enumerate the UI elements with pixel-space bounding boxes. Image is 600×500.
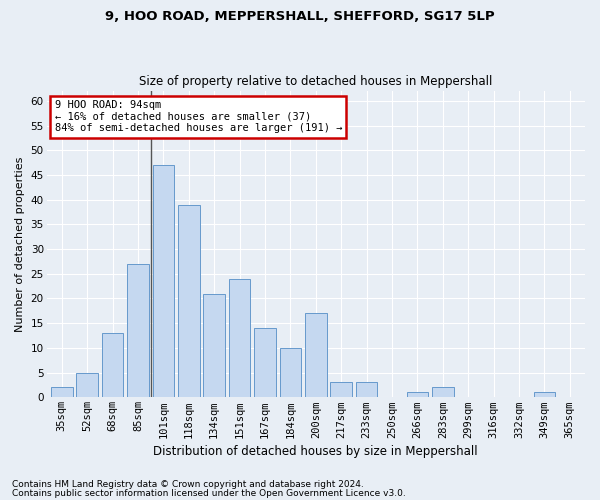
Y-axis label: Number of detached properties: Number of detached properties (15, 156, 25, 332)
Bar (203, 294, 225, 398)
Title: Size of property relative to detached houses in Meppershall: Size of property relative to detached ho… (139, 76, 493, 88)
Bar (407, 392, 428, 398)
Text: 9 HOO ROAD: 94sqm
← 16% of detached houses are smaller (37)
84% of semi-detached: 9 HOO ROAD: 94sqm ← 16% of detached hous… (55, 100, 342, 134)
Bar (152, 165, 174, 398)
X-axis label: Distribution of detached houses by size in Meppershall: Distribution of detached houses by size … (154, 444, 478, 458)
Bar (76, 372, 98, 398)
Bar (51, 388, 73, 398)
Bar (432, 388, 454, 398)
Bar (305, 314, 326, 398)
Bar (102, 333, 124, 398)
Bar (229, 278, 250, 398)
Bar (280, 348, 301, 398)
Bar (356, 382, 377, 398)
Bar (331, 382, 352, 398)
Bar (127, 264, 149, 398)
Text: Contains public sector information licensed under the Open Government Licence v3: Contains public sector information licen… (12, 488, 406, 498)
Text: Contains HM Land Registry data © Crown copyright and database right 2024.: Contains HM Land Registry data © Crown c… (12, 480, 364, 489)
Text: 9, HOO ROAD, MEPPERSHALL, SHEFFORD, SG17 5LP: 9, HOO ROAD, MEPPERSHALL, SHEFFORD, SG17… (105, 10, 495, 23)
Bar (533, 392, 555, 398)
Bar (178, 204, 200, 398)
Bar (254, 328, 276, 398)
